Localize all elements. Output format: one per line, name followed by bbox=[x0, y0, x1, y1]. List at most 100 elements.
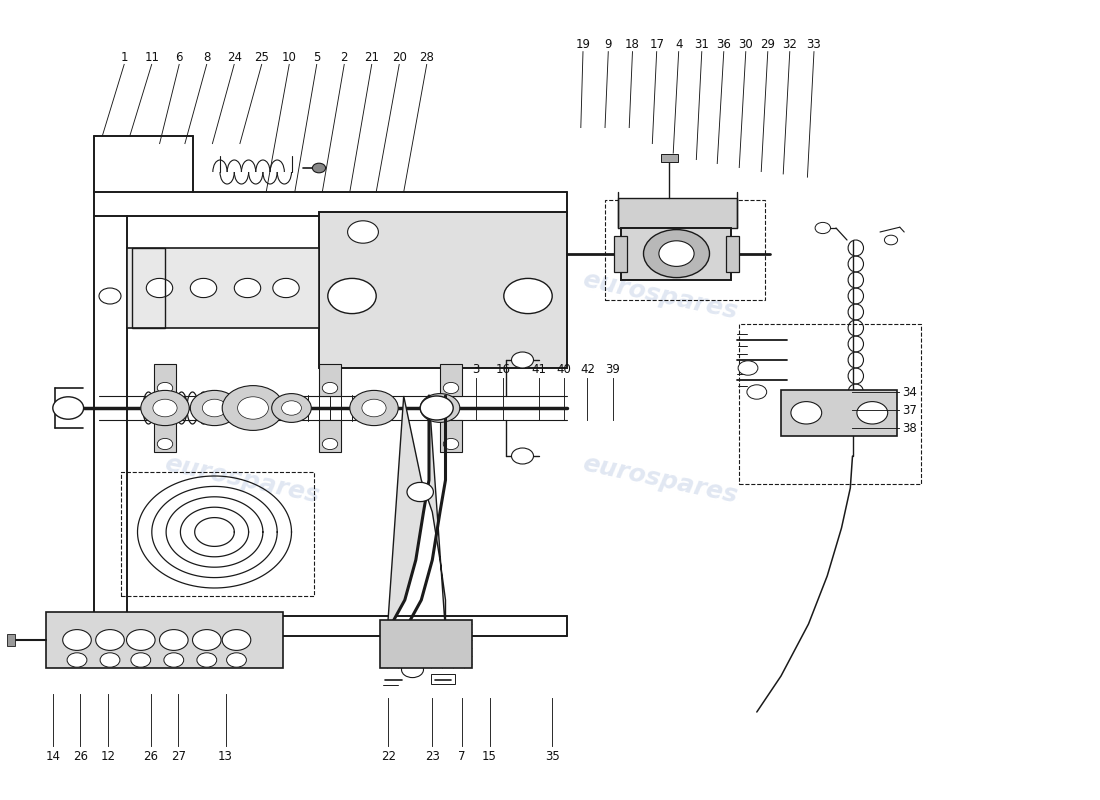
Text: 27: 27 bbox=[170, 750, 186, 763]
Circle shape bbox=[164, 653, 184, 667]
Text: 11: 11 bbox=[144, 51, 159, 64]
Bar bbox=[431, 674, 455, 684]
Text: 7: 7 bbox=[459, 750, 465, 763]
Text: 31: 31 bbox=[694, 38, 710, 51]
Text: eurospares: eurospares bbox=[580, 452, 740, 508]
Circle shape bbox=[644, 230, 710, 278]
Text: 32: 32 bbox=[782, 38, 797, 51]
Text: 41: 41 bbox=[531, 363, 547, 376]
Bar bbox=[726, 236, 739, 272]
Text: 34: 34 bbox=[902, 386, 917, 398]
Bar bbox=[319, 212, 566, 368]
Text: 3: 3 bbox=[473, 363, 480, 376]
Circle shape bbox=[63, 630, 91, 650]
Circle shape bbox=[420, 394, 460, 422]
Bar bbox=[621, 228, 732, 280]
Bar bbox=[46, 612, 283, 668]
Text: 30: 30 bbox=[738, 38, 754, 51]
Circle shape bbox=[222, 630, 251, 650]
Bar bbox=[614, 236, 627, 272]
Circle shape bbox=[350, 390, 398, 426]
Bar bbox=[605, 200, 764, 300]
Text: 37: 37 bbox=[902, 404, 917, 417]
Bar bbox=[132, 248, 165, 328]
Circle shape bbox=[157, 438, 173, 450]
Text: 15: 15 bbox=[482, 750, 497, 763]
Text: 1: 1 bbox=[121, 51, 128, 64]
Circle shape bbox=[146, 278, 173, 298]
Circle shape bbox=[157, 382, 173, 394]
Bar bbox=[618, 198, 737, 228]
Circle shape bbox=[420, 396, 453, 420]
Circle shape bbox=[126, 630, 155, 650]
Circle shape bbox=[512, 352, 534, 368]
Text: 6: 6 bbox=[176, 51, 183, 64]
Text: 22: 22 bbox=[381, 750, 396, 763]
Circle shape bbox=[96, 630, 124, 650]
Text: 18: 18 bbox=[625, 38, 640, 51]
Text: 36: 36 bbox=[716, 38, 732, 51]
Text: eurospares: eurospares bbox=[162, 268, 322, 324]
Text: 38: 38 bbox=[902, 422, 916, 434]
Circle shape bbox=[430, 401, 450, 415]
Polygon shape bbox=[387, 396, 446, 632]
Bar bbox=[781, 390, 896, 436]
Circle shape bbox=[197, 653, 217, 667]
Text: 16: 16 bbox=[495, 363, 510, 376]
Text: 20: 20 bbox=[392, 51, 407, 64]
Bar bbox=[661, 154, 678, 162]
Text: eurospares: eurospares bbox=[162, 452, 322, 508]
Bar bbox=[319, 420, 341, 452]
Circle shape bbox=[328, 278, 376, 314]
Circle shape bbox=[402, 662, 424, 678]
Circle shape bbox=[99, 288, 121, 304]
Circle shape bbox=[141, 390, 189, 426]
Text: 19: 19 bbox=[575, 38, 591, 51]
Bar bbox=[154, 420, 176, 452]
Circle shape bbox=[322, 438, 338, 450]
Bar bbox=[126, 248, 319, 328]
Text: 17: 17 bbox=[649, 38, 664, 51]
Circle shape bbox=[443, 438, 459, 450]
Bar bbox=[154, 364, 176, 396]
Circle shape bbox=[222, 386, 284, 430]
Bar bbox=[739, 324, 921, 484]
Text: 9: 9 bbox=[605, 38, 612, 51]
Circle shape bbox=[273, 278, 299, 298]
Circle shape bbox=[443, 382, 459, 394]
Circle shape bbox=[227, 653, 246, 667]
Bar bbox=[333, 300, 349, 308]
Circle shape bbox=[659, 241, 694, 266]
Circle shape bbox=[282, 401, 301, 415]
Text: 33: 33 bbox=[806, 38, 822, 51]
Circle shape bbox=[192, 630, 221, 650]
Circle shape bbox=[815, 222, 830, 234]
Circle shape bbox=[53, 397, 84, 419]
Text: 12: 12 bbox=[100, 750, 116, 763]
Text: 28: 28 bbox=[419, 51, 435, 64]
Text: 8: 8 bbox=[204, 51, 210, 64]
Bar bbox=[121, 472, 314, 596]
Circle shape bbox=[791, 402, 822, 424]
Bar bbox=[440, 420, 462, 452]
Text: 35: 35 bbox=[544, 750, 560, 763]
Circle shape bbox=[407, 482, 433, 502]
Circle shape bbox=[348, 221, 378, 243]
Bar bbox=[7, 634, 15, 646]
Text: 21: 21 bbox=[364, 51, 380, 64]
Text: 29: 29 bbox=[760, 38, 775, 51]
Circle shape bbox=[190, 278, 217, 298]
Circle shape bbox=[504, 278, 552, 314]
Text: 4: 4 bbox=[675, 38, 682, 51]
Text: 24: 24 bbox=[227, 51, 242, 64]
Circle shape bbox=[153, 399, 177, 417]
Circle shape bbox=[160, 630, 188, 650]
Circle shape bbox=[100, 653, 120, 667]
Circle shape bbox=[238, 397, 268, 419]
Circle shape bbox=[322, 382, 338, 394]
Circle shape bbox=[738, 361, 758, 375]
Bar bbox=[319, 364, 341, 396]
Circle shape bbox=[131, 653, 151, 667]
Circle shape bbox=[512, 448, 534, 464]
Circle shape bbox=[312, 163, 326, 173]
